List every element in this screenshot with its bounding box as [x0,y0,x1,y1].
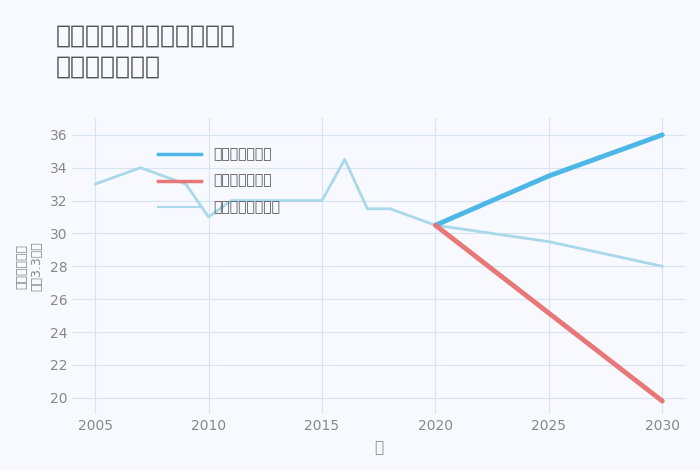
X-axis label: 年: 年 [374,440,384,455]
Text: 千葉県市原市うるいど南の
土地の価格推移: 千葉県市原市うるいど南の 土地の価格推移 [56,24,236,79]
Text: バッドシナリオ: バッドシナリオ [214,173,272,188]
Text: グッドシナリオ: グッドシナリオ [214,147,272,161]
Text: ノーマルシナリオ: ノーマルシナリオ [214,200,280,214]
Y-axis label: 単価（万円）
坪（3.3㎡）: 単価（万円） 坪（3.3㎡） [15,242,43,291]
